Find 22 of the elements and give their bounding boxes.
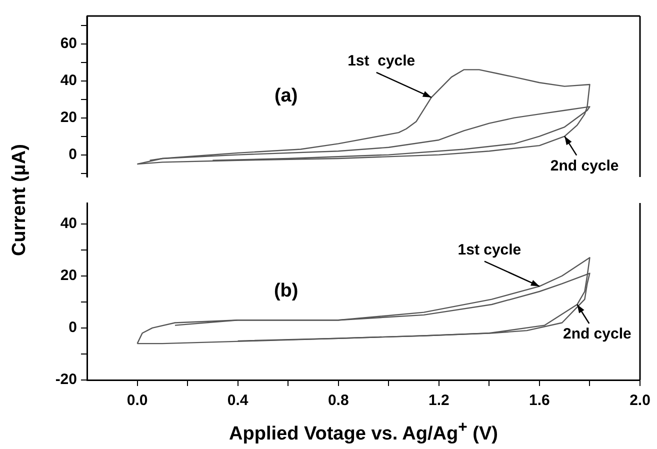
x-tick-label: 2.0 — [630, 392, 650, 410]
x-tick-label: 0.0 — [126, 392, 148, 410]
x-tick-label: 1.2 — [428, 392, 450, 410]
x-axis-title: Applied Votage vs. Ag/Ag$^{+}$ (V) — [229, 419, 498, 446]
y-tick-label: 60 — [60, 34, 77, 52]
annotation: 2nd cycle — [562, 326, 632, 343]
y-axis-title: Current (μA) — [9, 144, 31, 256]
annotation: (b) — [274, 280, 298, 302]
annotation: 1st cycle — [458, 241, 522, 258]
x-tick-label: 1.6 — [529, 392, 550, 410]
y-tick-label: 20 — [60, 267, 77, 284]
y-tick-label: 40 — [60, 72, 77, 89]
annotation: (a) — [274, 86, 298, 107]
annotation: 2nd cycle — [550, 157, 619, 174]
y-tick-label: 40 — [60, 214, 77, 232]
y-tick-label: 0 — [68, 146, 77, 163]
x-tick-label: 0.4 — [227, 392, 249, 410]
annotation: 1st cycle — [348, 52, 416, 70]
y-tick-label: 0 — [68, 319, 77, 336]
y-tick-label: 20 — [60, 108, 77, 126]
x-tick-label: 0.8 — [328, 392, 349, 410]
y-tick-label: -20 — [55, 371, 77, 388]
